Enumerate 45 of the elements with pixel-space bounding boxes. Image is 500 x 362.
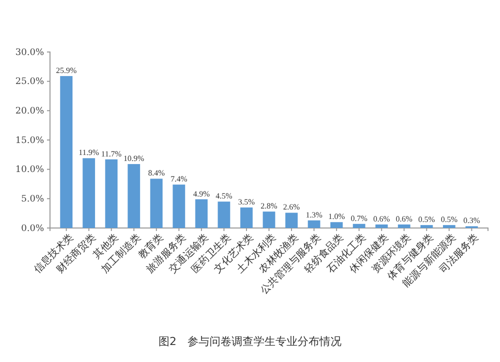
data-label: 0.3% (463, 216, 480, 226)
bar (60, 76, 73, 228)
bar (352, 224, 366, 228)
y-tick-label: 10.0% (15, 165, 44, 176)
bar (150, 178, 163, 228)
bar (240, 207, 253, 228)
caption: 图2 参与问卷调查学生专业分布情况 (158, 335, 342, 348)
bar (195, 199, 208, 228)
y-tick-label: 0.0% (21, 224, 44, 234)
data-label: 0.6% (373, 214, 390, 224)
bar (128, 164, 140, 228)
data-label: 4.9% (193, 189, 210, 198)
data-label: 8.4% (148, 168, 166, 178)
y-tick-label: 5.0% (21, 194, 44, 205)
data-label: 0.5% (418, 215, 436, 224)
data-label: 25.9% (56, 66, 77, 76)
data-label: 11.7% (101, 149, 122, 158)
bar (330, 222, 343, 228)
bar (218, 202, 230, 228)
bar (398, 224, 410, 228)
data-label: 11.9% (78, 148, 100, 158)
bar (442, 225, 456, 228)
bar (262, 212, 276, 228)
bar (375, 224, 388, 228)
data-label: 2.6% (283, 202, 300, 212)
y-tick-label: 20.0% (15, 106, 44, 117)
data-label: 1.0% (328, 212, 346, 222)
y-tick-label: 15.0% (15, 136, 44, 146)
data-label: 0.7% (350, 214, 368, 223)
data-label: 4.5% (216, 192, 233, 201)
data-label: 0.6% (396, 214, 413, 224)
data-label: 10.9% (124, 154, 145, 164)
bar (308, 220, 320, 228)
data-label: 7.4% (170, 174, 188, 184)
data-label: 0.5% (440, 215, 458, 224)
bar (420, 225, 433, 228)
y-tick-label: 30.0% (15, 48, 44, 58)
data-label: 2.8% (260, 202, 278, 211)
bar (285, 212, 298, 228)
bar (105, 159, 118, 228)
y-tick-label: 25.0% (15, 77, 44, 88)
bar (82, 158, 96, 228)
bar (172, 184, 186, 228)
data-label: 3.5% (238, 197, 256, 206)
data-label: 1.3% (306, 210, 323, 220)
